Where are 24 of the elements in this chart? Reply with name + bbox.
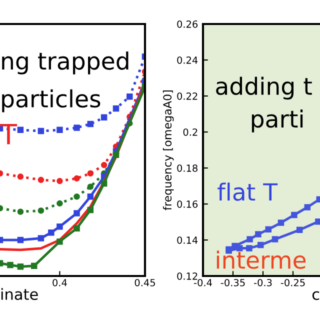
y-tick-label: 0.2 bbox=[183, 128, 198, 136]
x-tick-label: 0.4 bbox=[52, 278, 67, 286]
annotation: interme bbox=[216, 250, 306, 269]
y-axis-title: frequency [omegaA0] bbox=[162, 90, 174, 210]
x-axis-title: inate bbox=[1, 288, 38, 300]
y-tick-label: 0.18 bbox=[177, 164, 198, 172]
x-tick-label: -0.25 bbox=[280, 278, 305, 286]
annotation: particles bbox=[2, 89, 100, 112]
x-axis-title: c bbox=[312, 291, 320, 300]
annotation: parti bbox=[252, 110, 303, 132]
y-tick-label: 0.12 bbox=[177, 272, 198, 280]
annotation: flat T bbox=[218, 182, 278, 201]
y-tick-label: 0.14 bbox=[177, 236, 198, 244]
y-tick-label: 0.24 bbox=[177, 56, 198, 64]
annotation: T bbox=[0, 124, 18, 144]
y-tick-label: 0.16 bbox=[177, 200, 198, 208]
x-tick-label: 0.45 bbox=[134, 278, 155, 286]
y-tick-label: 0.26 bbox=[177, 20, 198, 28]
annotation: adding t bbox=[216, 76, 312, 100]
x-tick-label: -0.35 bbox=[220, 278, 245, 286]
y-tick-label: 0.22 bbox=[177, 92, 198, 100]
x-tick-label: -0.4 bbox=[194, 278, 212, 286]
annotation: ng trapped bbox=[2, 52, 128, 74]
x-tick-label: -0.3 bbox=[254, 278, 272, 286]
